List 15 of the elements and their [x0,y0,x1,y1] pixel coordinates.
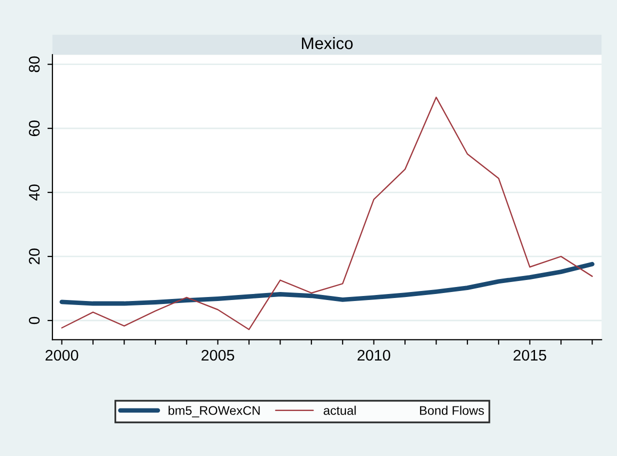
y-tick-label: 0 [28,316,40,324]
chart-title: Mexico [302,36,353,50]
y-tick-label: 20 [28,248,40,264]
x-tick-label: 2005 [202,350,234,361]
line-series [61,96,593,330]
legend-label: actual [324,406,356,415]
legend-label: bm5_ROWexCN [168,406,260,418]
line-series [60,262,594,306]
legend-title: Bond Flows [420,406,484,415]
y-tick-label: 40 [28,184,40,201]
x-tick-label: 2015 [514,350,546,361]
y-tick-label: 80 [28,56,40,72]
x-tick-label: 2010 [358,350,390,361]
x-tick-label: 2000 [46,350,78,361]
y-tick-label: 60 [28,120,40,136]
